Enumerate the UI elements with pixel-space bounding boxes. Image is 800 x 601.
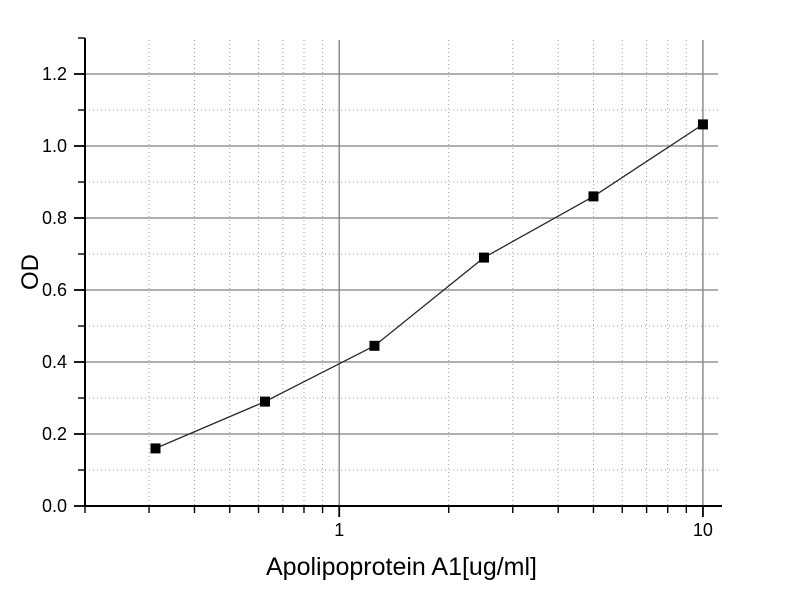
y-tick-label: 0.8 bbox=[42, 208, 67, 228]
data-point-marker bbox=[478, 252, 489, 263]
data-point-marker bbox=[369, 340, 380, 351]
minor-gridlines bbox=[84, 40, 718, 506]
y-tick-label: 1.2 bbox=[42, 64, 67, 84]
data-point-marker bbox=[697, 119, 708, 130]
y-axis-title: OD bbox=[17, 254, 44, 290]
x-tick-label: 1 bbox=[334, 520, 344, 540]
y-tick-label: 0.0 bbox=[42, 496, 67, 516]
x-axis-title: Apolipoprotein A1[ug/ml] bbox=[265, 553, 537, 581]
data-point-marker bbox=[588, 191, 599, 202]
data-line bbox=[155, 123, 704, 449]
tick-labels: 1 10 0.0 0.2 0.4 0.6 0.8 1.0 1.2 bbox=[42, 64, 713, 540]
data-series bbox=[150, 119, 708, 454]
data-point-marker bbox=[259, 396, 270, 407]
x-tick-label: 10 bbox=[693, 520, 713, 540]
y-tick-label: 0.6 bbox=[42, 280, 67, 300]
axes bbox=[74, 37, 722, 517]
y-tick-label: 1.0 bbox=[42, 136, 67, 156]
data-point-marker bbox=[150, 443, 161, 454]
y-tick-label: 0.4 bbox=[42, 352, 67, 372]
y-tick-label: 0.2 bbox=[42, 424, 67, 444]
